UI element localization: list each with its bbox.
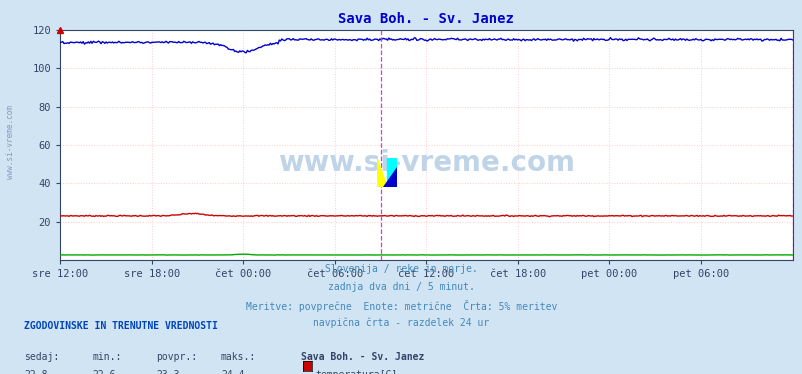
Text: 22,6: 22,6: [92, 370, 115, 374]
Text: min.:: min.:: [92, 352, 122, 362]
Text: 23,3: 23,3: [156, 370, 180, 374]
Text: Sava Boh. - Sv. Janez: Sava Boh. - Sv. Janez: [301, 352, 424, 362]
Text: 22,8: 22,8: [24, 370, 47, 374]
Text: temperatura[C]: temperatura[C]: [315, 370, 397, 374]
Title: Sava Boh. - Sv. Janez: Sava Boh. - Sv. Janez: [338, 12, 514, 26]
Text: ZGODOVINSKE IN TRENUTNE VREDNOSTI: ZGODOVINSKE IN TRENUTNE VREDNOSTI: [24, 321, 217, 331]
Text: maks.:: maks.:: [221, 352, 256, 362]
Polygon shape: [383, 167, 397, 187]
Text: sedaj:: sedaj:: [24, 352, 59, 362]
Text: navpična črta - razdelek 24 ur: navpična črta - razdelek 24 ur: [313, 318, 489, 328]
Polygon shape: [387, 158, 397, 187]
Text: Slovenija / reke in morje.: Slovenija / reke in morje.: [325, 264, 477, 274]
Text: www.si-vreme.com: www.si-vreme.com: [277, 149, 574, 177]
Text: Meritve: povprečne  Enote: metrične  Črta: 5% meritev: Meritve: povprečne Enote: metrične Črta:…: [245, 300, 557, 312]
Text: povpr.:: povpr.:: [156, 352, 197, 362]
Text: 24,4: 24,4: [221, 370, 244, 374]
Polygon shape: [376, 158, 387, 187]
Text: zadnja dva dni / 5 minut.: zadnja dva dni / 5 minut.: [328, 282, 474, 292]
Text: www.si-vreme.com: www.si-vreme.com: [6, 105, 15, 179]
